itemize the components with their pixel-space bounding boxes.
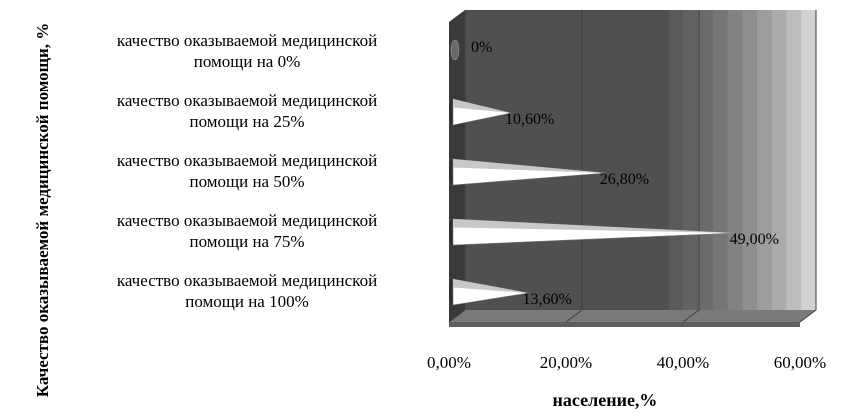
category-label: помощи на 100% [185,292,309,311]
back-wall-band [683,10,699,310]
x-tick-label: 40,00% [657,353,709,372]
floor [449,310,816,322]
category-label: качество оказываемой медицинской [117,211,377,230]
x-tick-label: 20,00% [540,353,592,372]
category-label: качество оказываемой медицинской [117,151,377,170]
bar-shade [453,99,512,113]
category-label: помощи на 0% [194,52,301,71]
category-label: помощи на 75% [189,232,304,251]
grid-line [799,309,817,323]
category-label: помощи на 25% [189,112,304,131]
floor-edge [449,322,800,327]
data-label: 10,60% [505,111,554,128]
data-label: 0% [471,39,492,56]
grid-line [682,309,700,323]
back-wall-band [698,10,714,310]
back-wall-band [771,10,788,310]
x-axis-ticks: 0,00% 20,00% 40,00% 60,00% [427,353,826,372]
data-labels: 0% 10,60% 26,80% 49,00% 13,60% [471,39,779,308]
back-wall-band [742,10,758,310]
back-wall-band [727,10,743,310]
category-label: помощи на 50% [189,172,304,191]
category-label: качество оказываемой медицинской [117,271,377,290]
x-tick-label: 60,00% [774,353,826,372]
grid-line [448,309,466,323]
bar [450,39,460,61]
category-labels: качество оказываемой медицинской помощи н… [117,31,377,311]
bar-shade [453,159,606,173]
back-wall-band [668,10,684,310]
y-axis-title: Качество оказываемой медицинской помощи,… [33,23,52,398]
category-label: качество оказываемой медицинской [117,91,377,110]
grid-line [565,309,583,323]
category-label: качество оказываемой медицинской [117,31,377,50]
x-axis-title: население,% [553,390,658,410]
x-tick-label: 0,00% [427,353,471,372]
back-wall-band [786,10,802,310]
bar-shade [453,279,529,293]
data-label: 26,80% [600,171,649,188]
chart-background-walls [449,10,817,327]
bar-shade [453,219,736,233]
data-label: 49,00% [730,231,779,248]
back-wall-band [801,10,817,310]
back-wall-band [757,10,773,310]
data-label: 13,60% [523,291,572,308]
back-wall-band [712,10,729,310]
cone-bars [449,39,736,306]
